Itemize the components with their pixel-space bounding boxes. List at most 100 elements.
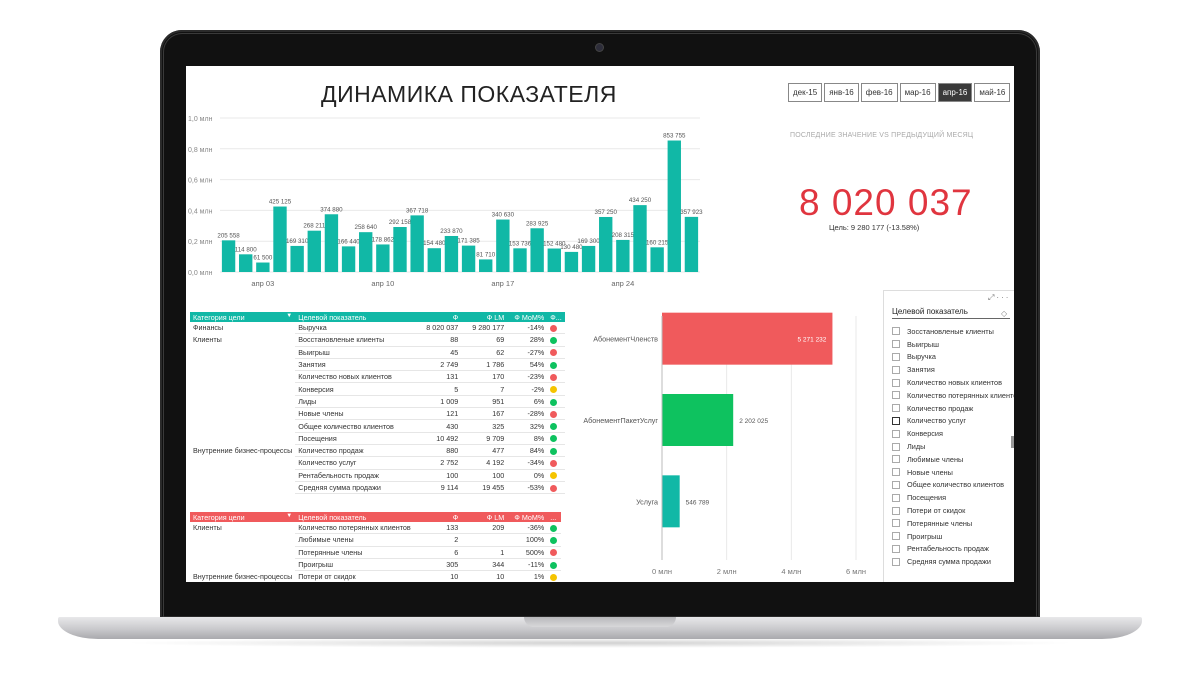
period-jan-16[interactable]: янв-16 (824, 83, 859, 102)
checkbox[interactable] (892, 391, 900, 400)
period-apr-16[interactable]: апр-16 (937, 83, 973, 102)
chart-bar (513, 248, 527, 272)
chart-bar (667, 140, 681, 272)
col-header-category[interactable]: Категория цели ▼ (190, 312, 296, 322)
col-header-mom[interactable]: Ф MoM% (507, 512, 548, 522)
category-cell (190, 395, 295, 407)
slicer-scrollbar[interactable] (1011, 436, 1014, 448)
focus-icon[interactable]: ⤢ (988, 293, 997, 302)
table-row[interactable]: Новые члены 121 167 -28% (190, 407, 565, 421)
checkbox[interactable] (892, 365, 900, 374)
slicer-item[interactable]: Выигрыш (892, 338, 1014, 351)
col-header-flm[interactable]: Ф LM (461, 512, 508, 522)
checkbox[interactable] (892, 519, 900, 528)
category-cell (190, 558, 295, 570)
slicer-item[interactable]: Средняя сумма продажи (892, 555, 1014, 568)
col-header-status[interactable]: Ф... (547, 312, 565, 322)
period-mar-16[interactable]: мар-16 (899, 83, 936, 102)
sort-icon[interactable]: ▼ (286, 512, 293, 519)
sort-icon[interactable]: ▼ (286, 312, 293, 319)
status-indicator-icon (550, 573, 558, 581)
more-icon[interactable]: ··· (996, 293, 1011, 302)
table-row[interactable]: Внутренние бизнес-процессы Количество про… (190, 444, 565, 458)
checkbox[interactable] (892, 544, 900, 553)
checkbox[interactable] (892, 442, 900, 451)
slicer-item[interactable]: Количество новых клиентов (892, 376, 1014, 389)
table-row[interactable]: Клиенты Восстановленые клиенты 88 69 28% (190, 333, 565, 347)
category-cell (190, 481, 295, 493)
checkbox[interactable] (892, 327, 900, 336)
table-row[interactable]: Рентабельность продаж 100 100 0% (190, 469, 565, 482)
mom-cell: 32% (507, 419, 548, 433)
slicer-item[interactable]: Новые члены (892, 466, 1014, 479)
slicer-item[interactable]: Конверсия (892, 427, 1014, 440)
slicer-item[interactable]: Общее количество клиентов (892, 479, 1014, 492)
checkbox[interactable] (892, 532, 900, 541)
flm-cell: 10 (461, 570, 508, 582)
slicer-item[interactable]: Количество продаж (892, 402, 1014, 415)
slicer-item[interactable]: Количество услуг (892, 415, 1014, 428)
indicator-cell: Рентабельность продаж (295, 469, 416, 482)
col-header-indicator[interactable]: Целевой показатель (295, 312, 416, 322)
table-row[interactable]: Выигрыш 45 62 -27% (190, 346, 565, 359)
data-label: 425 125 (269, 199, 292, 206)
checkbox[interactable] (892, 340, 900, 349)
slicer-item[interactable]: Занятия (892, 363, 1014, 376)
table-row[interactable]: Посещения 10 492 9 709 8% (190, 432, 565, 445)
kpi-table-positive: Категория цели ▼ Целевой показатель Ф Ф L… (190, 312, 565, 495)
slicer-item-label: Потери от скидок (907, 506, 966, 516)
table-row[interactable]: Финансы Выручка 8 020 037 9 280 177 -14% (190, 322, 565, 335)
slicer-item[interactable]: Потерянные члены (892, 517, 1014, 530)
slicer-item[interactable]: Проигрыш (892, 530, 1014, 543)
table-row[interactable]: Проигрыш 305 344 -11% (190, 558, 562, 572)
chart-bar (633, 205, 647, 272)
table-row[interactable]: Лиды 1 009 951 6% (190, 395, 565, 409)
col-header-mom[interactable]: Ф MoM% (507, 312, 548, 322)
table-row[interactable]: Общее количество клиентов 430 325 32% (190, 419, 565, 433)
checkbox[interactable] (892, 429, 900, 438)
eraser-icon[interactable]: ◇ (1001, 309, 1008, 318)
chart-bar (496, 219, 510, 272)
checkbox[interactable] (892, 493, 900, 502)
checkbox[interactable] (892, 352, 900, 361)
checkbox[interactable] (892, 557, 900, 566)
checkbox[interactable] (892, 416, 900, 425)
period-dec-15[interactable]: дек-15 (788, 83, 823, 102)
slicer-item[interactable]: Лиды (892, 440, 1014, 453)
table-row[interactable]: Средняя сумма продажи 9 114 19 455 -53% (190, 481, 565, 495)
col-header-indicator[interactable]: Целевой показатель (295, 512, 416, 522)
slicer-item[interactable]: Любимые члены (892, 453, 1014, 466)
table-row[interactable]: Количество услуг 2 752 4 192 -34% (190, 456, 565, 470)
col-header-flm[interactable]: Ф LM (461, 312, 508, 322)
table-row[interactable]: Конверсия 5 7 -2% (190, 382, 565, 396)
slicer-item[interactable]: Потери от скидок (892, 504, 1014, 517)
table-row[interactable]: Занятия 2 749 1 786 54% (190, 358, 565, 372)
table-row[interactable]: Любимые члены 2 100% (190, 533, 562, 547)
col-header-f[interactable]: Ф (415, 512, 462, 522)
checkbox[interactable] (892, 404, 900, 413)
period-may-16[interactable]: май-16 (974, 83, 1011, 102)
slicer-item[interactable]: Выручка (892, 351, 1014, 364)
period-feb-16[interactable]: фев-16 (860, 83, 898, 102)
flm-cell: 100 (461, 469, 508, 482)
checkbox[interactable] (892, 480, 900, 489)
checkbox[interactable] (892, 506, 900, 515)
checkbox[interactable] (892, 468, 900, 477)
indicator-cell: Лиды (295, 395, 416, 409)
table-row[interactable]: Количество новых клиентов 131 170 -23% (190, 370, 565, 384)
daily-column-chart: 1,0 млн 0,8 млн 0,6 млн 0,4 млн 0,2 млн 0,0 м… (188, 116, 703, 288)
col-header-f[interactable]: Ф (415, 312, 462, 322)
kpi-table-negative: Категория цели ▼ Целевой показатель Ф Ф L… (190, 512, 562, 582)
col-header-status[interactable]: ... (547, 512, 562, 522)
table-row[interactable]: Клиенты Количество потерянных клиентов 133… (190, 522, 562, 535)
slicer-item[interactable]: Количество потерянных клиентов (892, 389, 1014, 402)
data-label: 374 880 (320, 206, 343, 213)
table-row[interactable]: Потерянные члены 6 1 500% (190, 546, 562, 559)
checkbox[interactable] (892, 455, 900, 464)
slicer-item[interactable]: Рентабельность продаж (892, 543, 1014, 556)
slicer-item[interactable]: Зосстановленые клиенты (892, 325, 1014, 338)
col-header-category[interactable]: Категория цели ▼ (190, 512, 296, 522)
checkbox[interactable] (892, 378, 900, 387)
slicer-item[interactable]: Посещения (892, 491, 1014, 504)
table-row[interactable]: Внутренние бизнес-процессы Потери от скид… (190, 570, 562, 582)
